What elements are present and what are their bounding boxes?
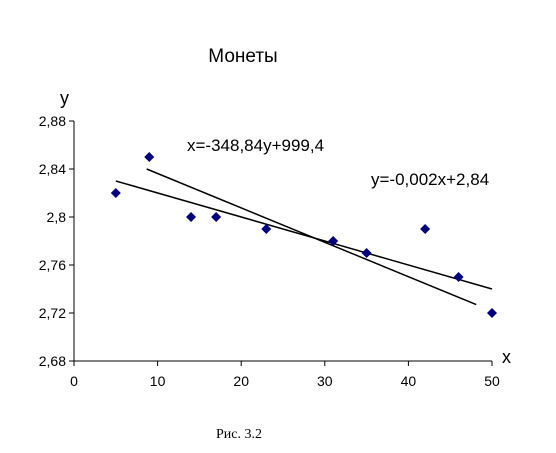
fit-line-x-on-y xyxy=(146,168,477,306)
x-tick-label: 10 xyxy=(150,373,166,389)
y-tick-label: 2,68 xyxy=(39,353,66,369)
equation-label-y-on-x: y=-0,002x+2,84 xyxy=(371,170,489,189)
y-tick-label: 2,8 xyxy=(47,209,67,225)
fit-line-y-on-x xyxy=(115,180,493,290)
x-tick-label: 0 xyxy=(70,373,78,389)
x-tick-label: 40 xyxy=(401,373,417,389)
data-point xyxy=(211,212,222,222)
data-point xyxy=(261,224,272,234)
data-point xyxy=(420,224,431,234)
y-tick-label: 2,76 xyxy=(39,257,66,273)
data-point xyxy=(144,152,155,162)
y-tick-label: 2,72 xyxy=(39,305,66,321)
fit-lines xyxy=(115,168,493,306)
chart-title: Монеты xyxy=(208,46,277,67)
x-axis-label: x xyxy=(502,347,511,367)
axis-ticks: 2,68 2,72 2,76 2,8 2,84 2,88 0 10 20 30 40 50 xyxy=(39,113,500,389)
x-tick-label: 20 xyxy=(233,373,249,389)
data-point xyxy=(328,236,339,246)
equation-label-x-on-y: x=-348,84y+999,4 xyxy=(187,136,324,155)
data-point xyxy=(186,212,197,222)
data-point xyxy=(361,248,372,258)
y-tick-label: 2,88 xyxy=(39,113,66,129)
data-point xyxy=(487,308,497,318)
y-axis-label: y xyxy=(60,88,69,108)
y-tick-label: 2,84 xyxy=(39,161,66,177)
data-point xyxy=(453,272,464,282)
x-tick-label: 50 xyxy=(484,373,500,389)
x-tick-label: 30 xyxy=(317,373,333,389)
figure-caption: Рис. 3.2 xyxy=(216,427,262,442)
data-points xyxy=(110,152,497,318)
data-point xyxy=(110,188,121,198)
